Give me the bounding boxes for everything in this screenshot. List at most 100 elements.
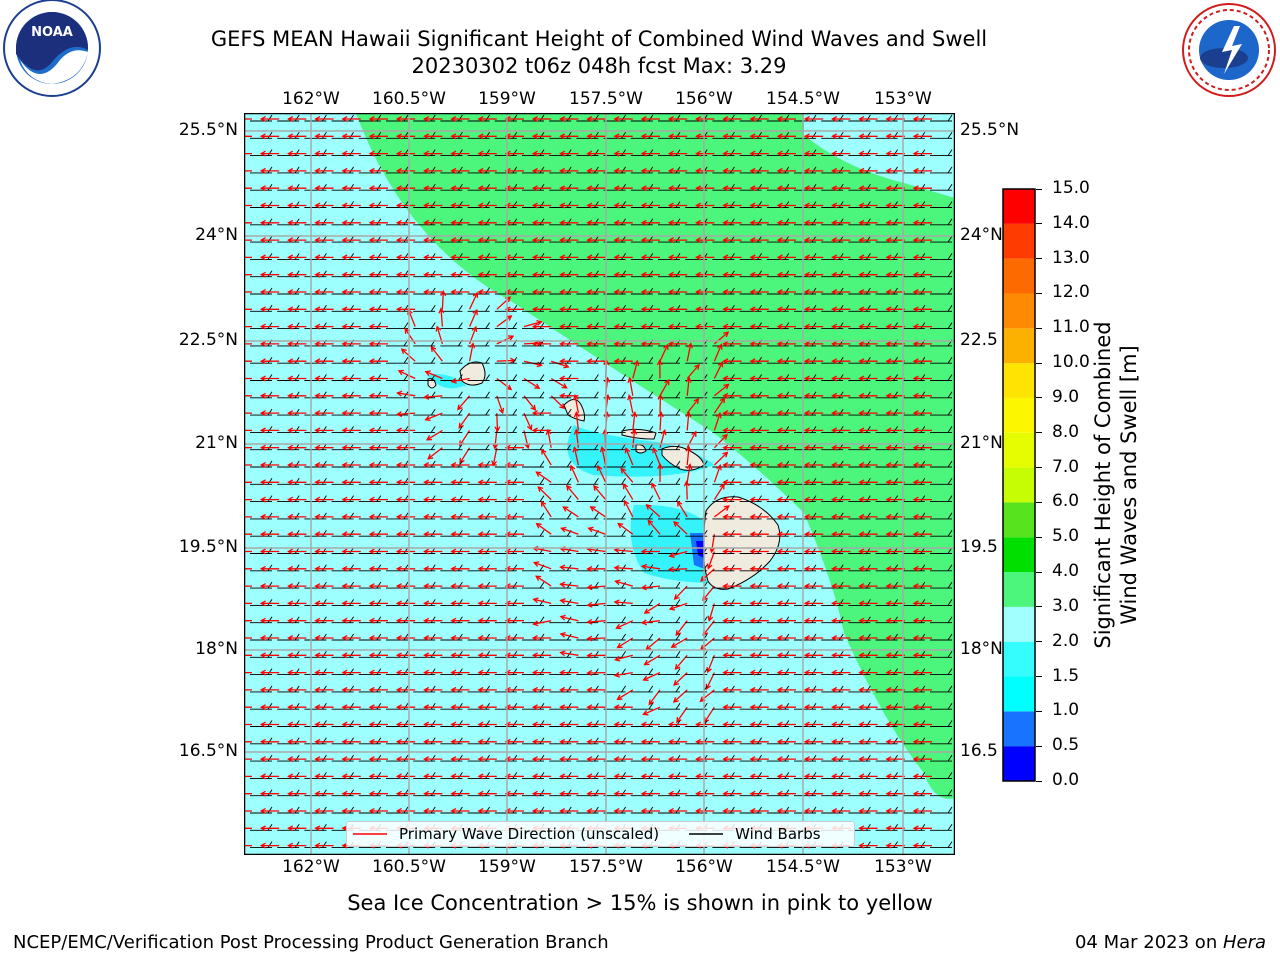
- wave-direction-arrow: [885, 686, 905, 693]
- wind-barb: [821, 685, 844, 693]
- wind-barb: [250, 322, 273, 330]
- wave-direction-arrow: [423, 133, 443, 140]
- wind-barb: [467, 512, 490, 520]
- wave-direction-arrow: [803, 185, 824, 192]
- wind-barb: [494, 322, 518, 330]
- wind-barb: [250, 478, 273, 485]
- wave-direction-arrow: [885, 583, 905, 590]
- wind-barb: [386, 201, 409, 208]
- wave-direction-arrow: [531, 271, 552, 278]
- wind-barb: [930, 806, 953, 814]
- wave-direction-arrow: [314, 808, 334, 814]
- wave-direction-arrow: [627, 376, 634, 396]
- wind-barb: [522, 806, 545, 814]
- wave-direction-arrow: [245, 204, 252, 207]
- wave-direction-arrow: [722, 738, 742, 745]
- wave-direction-arrow: [368, 531, 388, 538]
- wind-barb: [250, 305, 273, 312]
- wind-barb: [821, 512, 844, 520]
- wave-direction-arrow: [831, 185, 851, 192]
- wave-direction-arrow: [314, 150, 334, 157]
- wind-barb: [875, 132, 898, 139]
- wave-direction-arrow: [397, 369, 416, 380]
- wave-direction-arrow: [450, 652, 470, 659]
- wind-barb: [658, 806, 681, 814]
- wave-direction-arrow: [722, 185, 742, 192]
- wave-direction-arrow: [314, 306, 334, 313]
- wave-direction-arrow: [885, 306, 905, 313]
- wave-direction-arrow: [440, 289, 447, 310]
- wind-barb: [794, 356, 817, 364]
- wave-direction-arrow: [396, 390, 416, 397]
- wave-direction-arrow: [368, 271, 388, 278]
- wind-barb: [331, 166, 354, 174]
- wave-direction-arrow: [504, 738, 524, 745]
- wave-direction-arrow: [640, 790, 660, 797]
- wind-barb: [875, 616, 898, 624]
- wave-direction-arrow: [858, 565, 878, 572]
- wind-barb: [930, 772, 953, 779]
- wave-direction-arrow: [477, 808, 497, 814]
- wind-barb: [794, 114, 817, 122]
- chart-title-line1: GEFS MEAN Hawaii Significant Height of C…: [210, 27, 988, 51]
- wave-direction-arrow: [803, 237, 824, 244]
- latitude-label-right: 22.5: [960, 330, 998, 350]
- wave-direction-arrow: [803, 219, 824, 226]
- wave-direction-arrow: [912, 392, 932, 399]
- wave-direction-arrow: [341, 756, 361, 763]
- wave-direction-arrow: [686, 397, 700, 414]
- wave-direction-arrow: [776, 410, 796, 417]
- wind-barb: [331, 322, 354, 330]
- wave-direction-arrow: [477, 652, 497, 659]
- wave-direction-arrow: [314, 565, 334, 572]
- wave-direction-arrow: [670, 637, 688, 648]
- wave-direction-arrow: [314, 721, 334, 728]
- wind-barb: [304, 305, 327, 312]
- wave-direction-arrow: [287, 167, 307, 174]
- wind-barb: [277, 114, 300, 122]
- colorbar-segment: [1003, 363, 1035, 398]
- wind-barb: [630, 149, 654, 157]
- wave-direction-arrow: [667, 340, 688, 347]
- wave-direction-arrow: [259, 773, 280, 780]
- wind-barb: [630, 183, 654, 191]
- colorbar-tick-label: 6.0: [1052, 491, 1080, 512]
- wave-direction-arrow: [395, 686, 416, 693]
- longitude-label-top: 154.5°W: [766, 89, 840, 109]
- wind-barb: [821, 633, 844, 641]
- wind-barb: [549, 772, 572, 779]
- wind-barb: [277, 564, 300, 572]
- wind-barb: [848, 132, 871, 139]
- wind-barb: [413, 356, 436, 364]
- latitude-label-left: 22.5°N: [178, 330, 238, 350]
- wind-barb: [766, 201, 790, 208]
- wind-barb: [549, 253, 572, 260]
- wind-barb: [794, 754, 817, 762]
- wind-barb: [603, 322, 626, 330]
- colorbar-tick-label: 5.0: [1052, 526, 1080, 547]
- wave-direction-arrow: [341, 583, 361, 590]
- wave-direction-arrow: [245, 447, 252, 449]
- wind-barb: [331, 287, 354, 295]
- wave-direction-arrow: [368, 652, 388, 659]
- wind-barb: [413, 581, 436, 589]
- wind-barb: [250, 824, 273, 831]
- wind-barb: [494, 737, 518, 745]
- wind-barb: [603, 685, 626, 693]
- wave-direction-arrow: [831, 652, 851, 659]
- wind-barb: [413, 737, 436, 745]
- wind-barb: [576, 426, 599, 433]
- colorbar-segment: [1003, 711, 1035, 747]
- wind-barb: [386, 426, 409, 433]
- wave-direction-arrow: [667, 254, 688, 261]
- wind-barb: [848, 737, 871, 745]
- wind-barb: [304, 702, 327, 710]
- wave-direction-arrow: [858, 340, 878, 347]
- wave-direction-arrow: [559, 185, 579, 192]
- footer-branch: NCEP/EMC/Verification Post Processing Pr…: [13, 932, 609, 953]
- wind-barb: [739, 201, 762, 208]
- wave-direction-arrow: [450, 808, 470, 814]
- wave-direction-arrow: [912, 513, 932, 520]
- wind-barb: [821, 132, 844, 139]
- wave-direction-arrow: [504, 167, 524, 174]
